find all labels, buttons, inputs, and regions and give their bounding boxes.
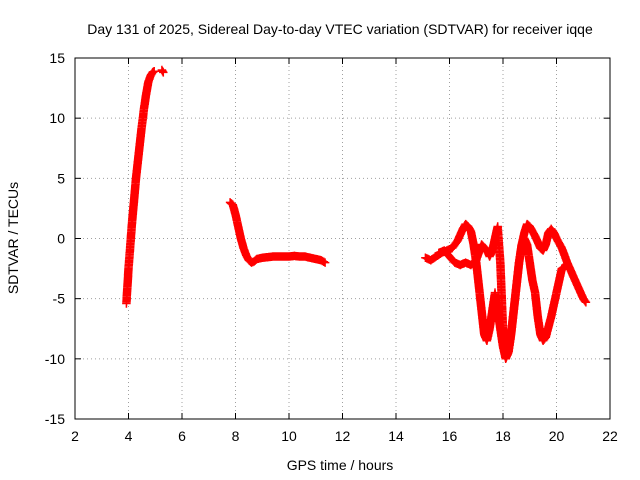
x-tick-label: 10 [281, 428, 297, 444]
data-series [122, 65, 591, 364]
series-markers [122, 66, 159, 308]
x-tick-label: 6 [178, 428, 186, 444]
x-tick-label: 8 [232, 428, 240, 444]
x-tick-label: 22 [602, 428, 618, 444]
x-tick-label: 16 [442, 428, 458, 444]
y-tick-label: 0 [57, 231, 65, 247]
series-arc-1-tail [157, 65, 168, 77]
y-tick-label: -10 [45, 351, 65, 367]
y-tick-label: -15 [45, 411, 65, 427]
chart-title: Day 131 of 2025, Sidereal Day-to-day VTE… [87, 21, 593, 37]
plot-frame [74, 57, 611, 420]
series-arc-2 [225, 198, 330, 267]
grid [75, 58, 610, 419]
y-tick-label: 5 [57, 170, 65, 186]
x-tick-label: 2 [71, 428, 79, 444]
series-markers [157, 65, 168, 77]
x-tick-label: 14 [388, 428, 404, 444]
y-tick-label: -5 [53, 291, 66, 307]
series-markers [225, 198, 330, 267]
x-axis-label: GPS time / hours [287, 457, 394, 473]
series-arc-1 [122, 66, 159, 308]
x-tick-label: 12 [335, 428, 351, 444]
x-tick-label: 4 [125, 428, 133, 444]
x-tick-label: 20 [549, 428, 565, 444]
series-arc-4 [434, 222, 572, 358]
y-axis-label: SDTVAR / TECUs [5, 182, 21, 294]
y-tick-label: 10 [49, 110, 65, 126]
x-tick-label: 18 [495, 428, 511, 444]
y-tick-label: 15 [49, 50, 65, 66]
series-markers [434, 222, 572, 358]
